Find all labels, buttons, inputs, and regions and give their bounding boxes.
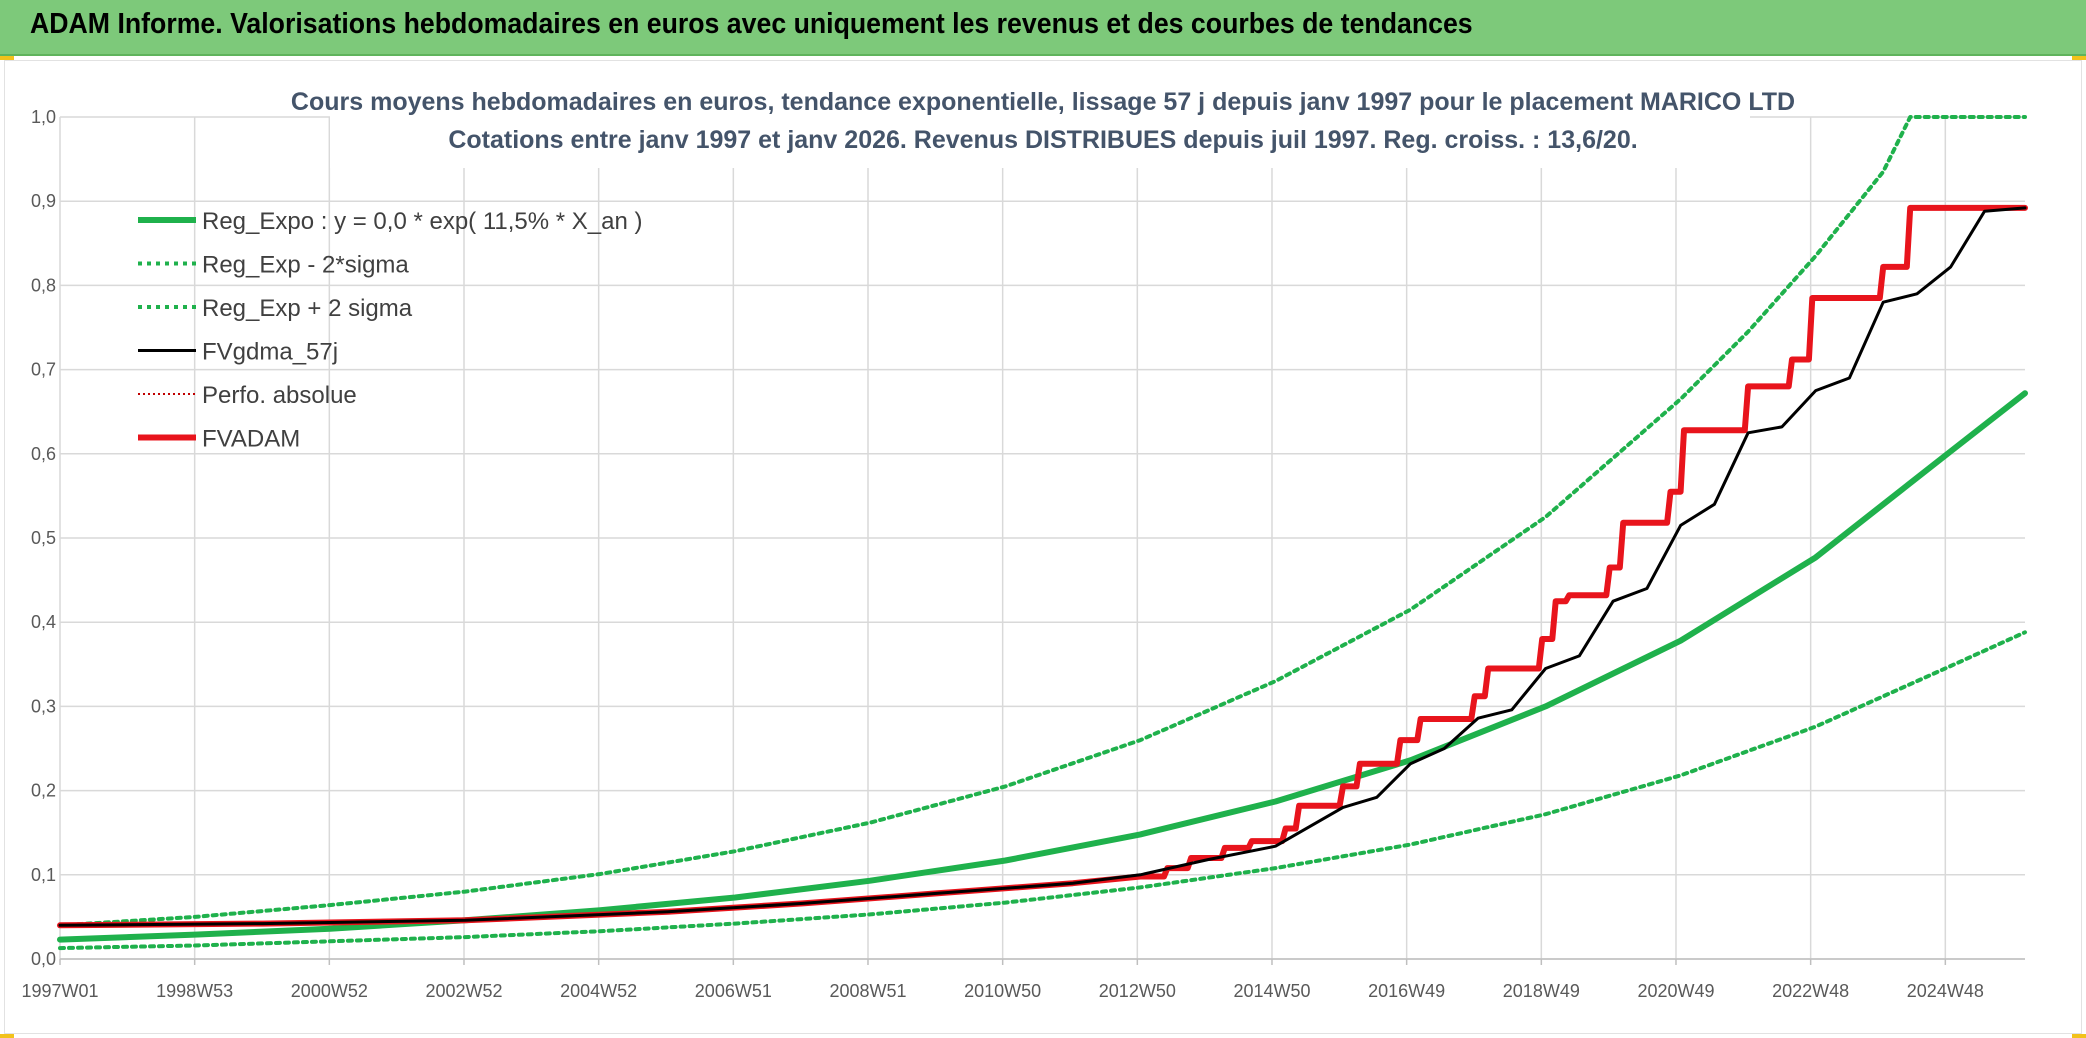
y-tick-label: 0,5 (31, 528, 56, 548)
chart-title-background (330, 76, 1750, 168)
x-tick-label: 2006W51 (695, 981, 772, 1001)
legend-label: FVADAM (202, 426, 300, 453)
x-tick-label: 2000W52 (291, 981, 368, 1001)
y-tick-label: 0,8 (31, 275, 56, 295)
x-tick-label: 2020W49 (1637, 981, 1714, 1001)
chart-title-box: Cours moyens hebdomadaires en euros, ten… (291, 76, 1795, 168)
corner-mark-bottom-left (0, 1034, 14, 1038)
chart-frame (4, 60, 2082, 1034)
corner-mark-bottom-right (2072, 1034, 2086, 1038)
page-title: ADAM Informe. Valorisations hebdomadaire… (30, 8, 1473, 40)
series-line-1 (58, 630, 2027, 951)
x-tick-label: 2004W52 (560, 981, 637, 1001)
x-axis-ticks: 1997W01 1998W53 2000W52 2002W52 2004W52 2006W… (21, 981, 1983, 1001)
y-tick-label: 0,6 (31, 444, 56, 464)
y-tick-label: 0,0 (31, 949, 56, 969)
x-tick-label: 1998W53 (156, 981, 233, 1001)
chart-legend: Reg_Expo : y = 0,0 * exp( 11,5% * X_an )… (138, 208, 642, 453)
x-tick-label: 1997W01 (21, 981, 98, 1001)
x-tick-label: 2012W50 (1099, 981, 1176, 1001)
x-tick-label: 2016W49 (1368, 981, 1445, 1001)
legend-label: Reg_Expo : y = 0,0 * exp( 11,5% * X_an ) (202, 208, 642, 235)
x-tick-label: 2018W49 (1503, 981, 1580, 1001)
x-tick-label: 2002W52 (425, 981, 502, 1001)
corner-mark-top-right (2072, 56, 2086, 60)
chart-series (57, 115, 2028, 951)
legend-label: Perfo. absolue (202, 382, 357, 409)
y-tick-label: 0,2 (31, 781, 56, 801)
y-tick-label: 0,3 (31, 696, 56, 716)
corner-mark-top-left (0, 56, 14, 60)
series-line-3 (58, 206, 2027, 927)
x-tick-label: 2010W50 (964, 981, 1041, 1001)
y-tick-label: 1,0 (31, 107, 56, 127)
chart-title-line: Cotations entre janv 1997 et janv 2026. … (448, 126, 1637, 154)
y-tick-label: 0,4 (31, 612, 56, 632)
y-axis-ticks: 0,0 0,1 0,2 0,3 0,4 0,5 0,6 0,7 0,8 0,9 1,0 (31, 107, 56, 969)
x-tick-label: 2008W51 (829, 981, 906, 1001)
header-bar: ADAM Informe. Valorisations hebdomadaire… (0, 0, 2086, 56)
chart-title-line: Cours moyens hebdomadaires en euros, ten… (291, 88, 1795, 116)
legend-label: Reg_Exp + 2 sigma (202, 295, 413, 322)
series-line-0 (57, 390, 2028, 943)
legend-label: FVgdma_57j (202, 339, 338, 366)
x-tick-label: 2024W48 (1907, 981, 1984, 1001)
y-tick-label: 0,9 (31, 191, 56, 211)
series-line-2 (58, 115, 2027, 928)
y-tick-label: 0,7 (31, 360, 56, 380)
x-tick-label: 2014W50 (1233, 981, 1310, 1001)
legend-label: Reg_Exp - 2*sigma (202, 252, 409, 279)
y-tick-label: 0,1 (31, 865, 56, 885)
x-tick-label: 2022W48 (1772, 981, 1849, 1001)
chart-grid (59, 116, 2025, 965)
